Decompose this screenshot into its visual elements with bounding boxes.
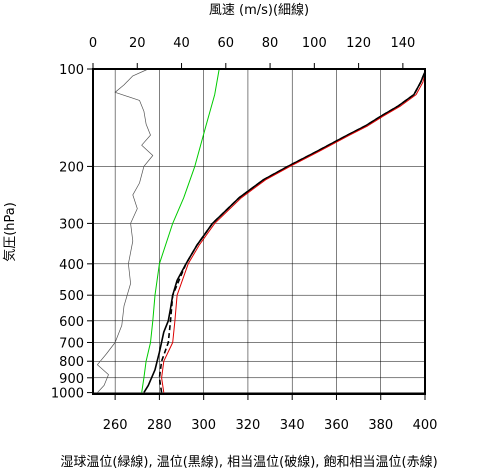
theta-tick-label: 380 (368, 418, 393, 433)
left-axis-label: 気圧(hPa) (2, 202, 18, 262)
pressure-tick-label: 1000 (51, 387, 84, 402)
wind-tick-label: 140 (390, 36, 415, 51)
series-line-4 (161, 74, 426, 393)
pressure-tick-label: 600 (59, 315, 84, 330)
pressure-tick-label: 400 (59, 258, 84, 273)
series-line-3 (158, 71, 426, 393)
pressure-tick-label: 100 (59, 63, 84, 78)
series-line-2 (143, 71, 426, 394)
grid-lines (93, 68, 426, 394)
wind-tick-label: 100 (302, 36, 327, 51)
series-layer (97, 68, 426, 394)
series-line-0 (97, 68, 154, 393)
wind-tick-label: 80 (262, 36, 279, 51)
wind-tick-label: 40 (173, 36, 190, 51)
wind-tick-label: 120 (346, 36, 371, 51)
pressure-tick-label: 500 (59, 289, 84, 304)
theta-tick-label: 280 (147, 418, 172, 433)
bottom-axis-label: 湿球温位(緑線), 温位(黒線), 相当温位(破線), 飽和相当温位(赤線) (60, 454, 437, 470)
theta-tick-label: 300 (191, 418, 216, 433)
theta-tick-label: 400 (413, 418, 438, 433)
theta-tick-label: 320 (236, 418, 261, 433)
pressure-tick-label: 800 (59, 355, 84, 370)
pressure-tick-label: 300 (59, 217, 84, 232)
plot-frame (92, 68, 426, 395)
pressure-tick-label: 200 (59, 160, 84, 175)
series-line-1 (141, 68, 220, 393)
wind-tick-label: 20 (129, 36, 146, 51)
theta-tick-label: 360 (324, 418, 349, 433)
pressure-tick-label: 700 (59, 336, 84, 351)
pressure-tick-label: 900 (59, 372, 84, 387)
top-axis-label: 風速 (m/s)(細線) (209, 2, 309, 18)
wind-tick-label: 60 (218, 36, 235, 51)
theta-tick-label: 340 (280, 418, 305, 433)
theta-tick-label: 260 (103, 418, 128, 433)
wind-tick-label: 0 (89, 36, 97, 51)
